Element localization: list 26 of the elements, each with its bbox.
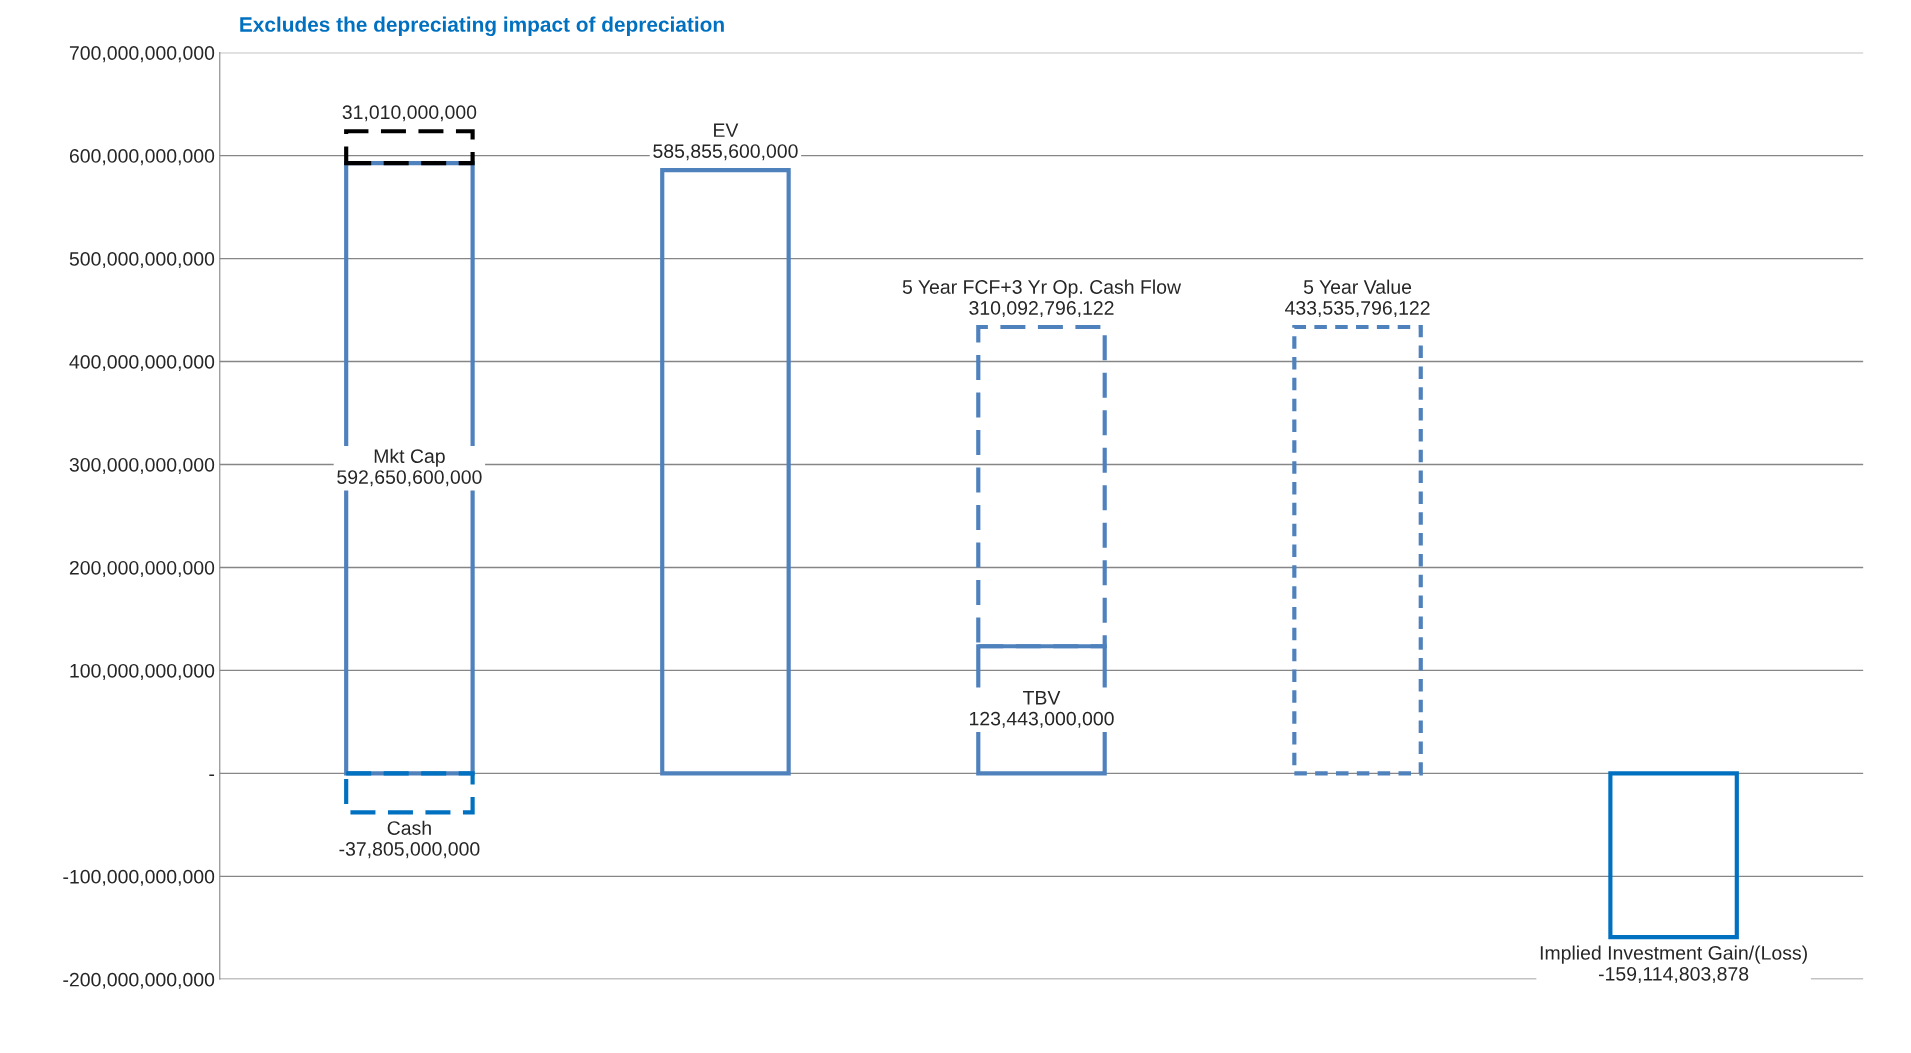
series-label: Implied Investment Gain/(Loss) (1540, 945, 1807, 964)
y-tick-label: 200,000,000,000 (69, 560, 215, 577)
data-label: 433,535,796,122 (1285, 301, 1430, 318)
data-label: 123,443,000,000 (970, 711, 1114, 728)
y-tick-label: 600,000,000,000 (69, 149, 215, 166)
y-tick-label: -200,000,000,000 (63, 972, 215, 989)
data-label: 31,010,000,000 (342, 105, 477, 122)
series-label: Mkt Cap (374, 448, 445, 467)
y-tick-label: -100,000,000,000 (63, 869, 215, 886)
y-tick-label: 500,000,000,000 (69, 252, 215, 269)
series-label: 5 Year Value (1303, 279, 1412, 294)
y-tick-label: 400,000,000,000 (69, 355, 215, 372)
data-label: -37,805,000,000 (339, 842, 480, 859)
text: TBV (1023, 691, 1061, 705)
series-label: Cash (387, 820, 431, 835)
series-label: 5 Year FCF+3 Yr Op. Cash Flow (902, 279, 1182, 298)
y-tick-label: 100,000,000,000 (70, 663, 215, 680)
data-label: -159,114,803,878 (1598, 966, 1749, 984)
y-tick-label: 700,000,000,000 (69, 46, 215, 63)
data-label: 585,855,600,000 (653, 144, 798, 161)
y-tick-label: - (209, 774, 215, 777)
data-label: 592,650,600,000 (337, 470, 482, 487)
chart-title: Excludes the depreciating impact of depreciation (240, 16, 724, 37)
data-label: 310,092,796,122 (969, 301, 1114, 318)
y-tick-label: 300,000,000,000 (69, 457, 215, 475)
series-label: EV (714, 123, 739, 137)
